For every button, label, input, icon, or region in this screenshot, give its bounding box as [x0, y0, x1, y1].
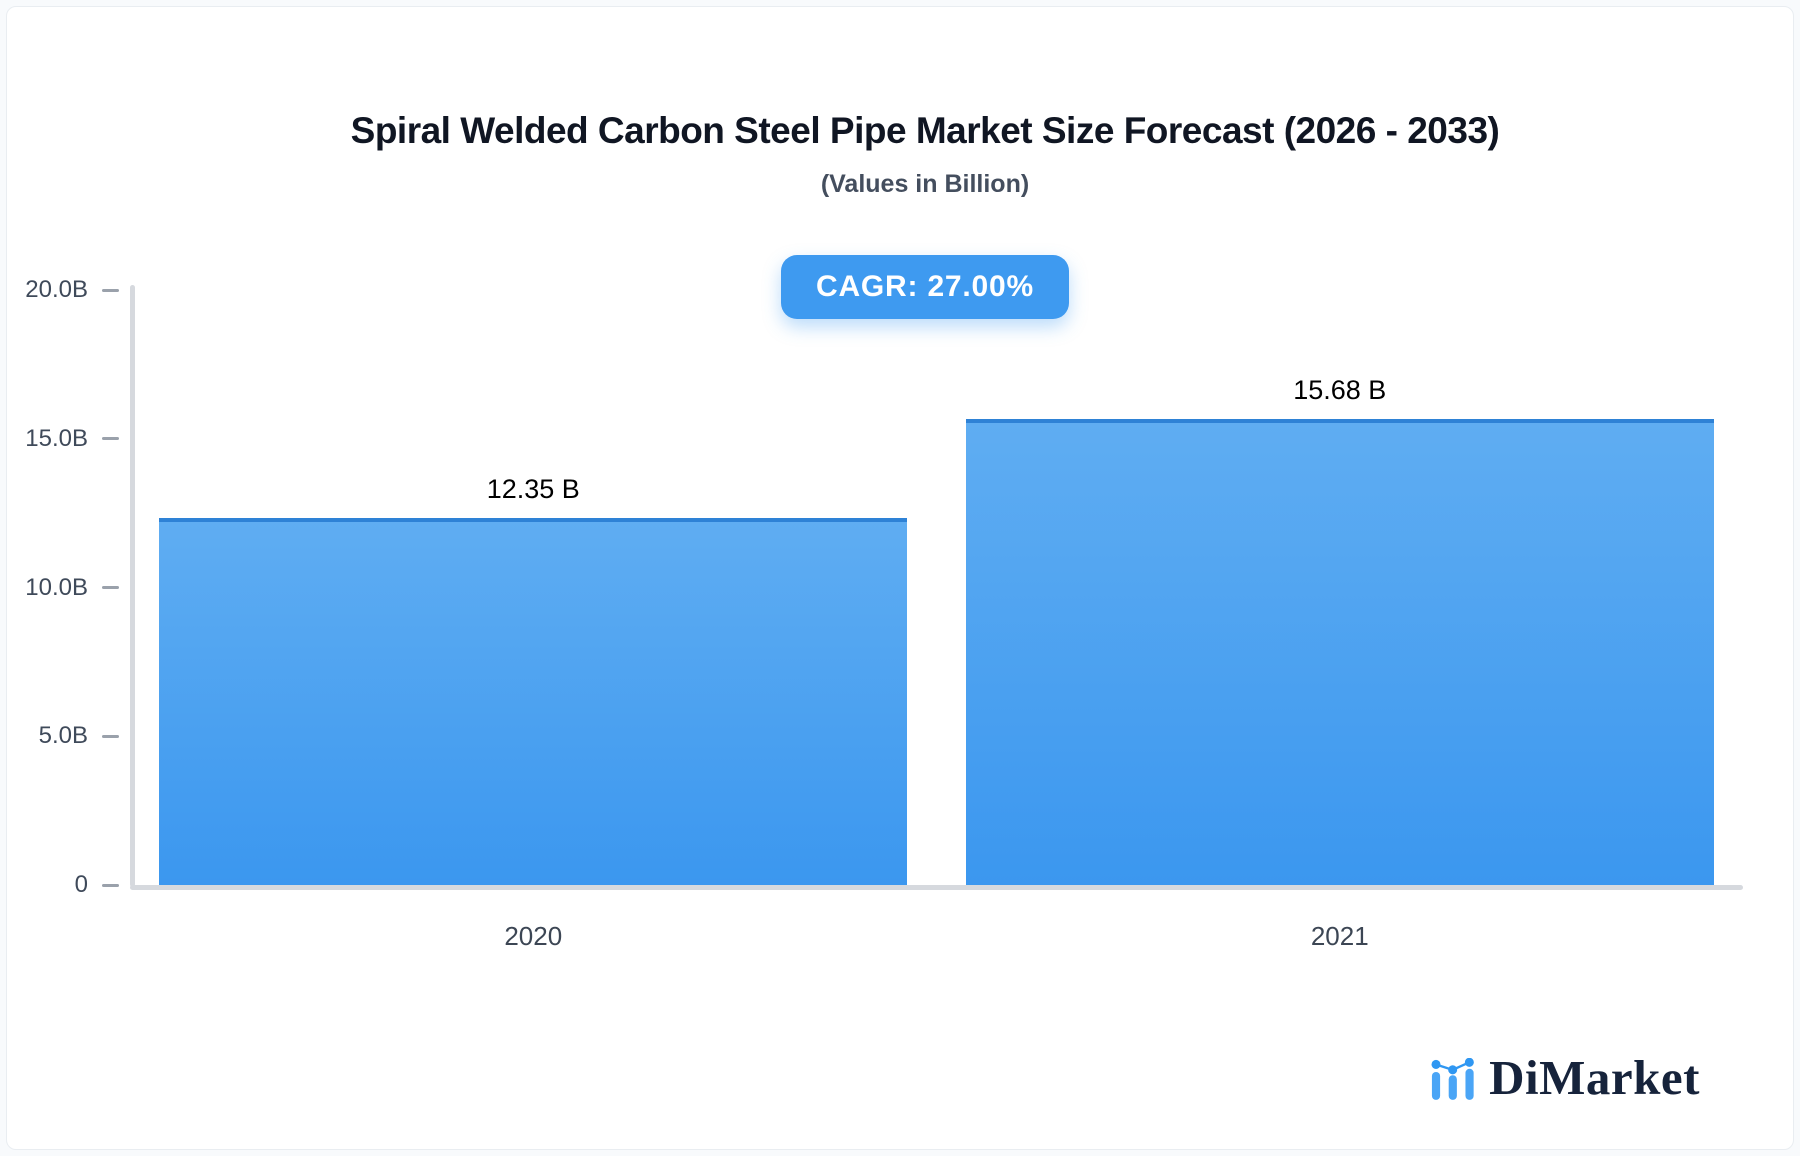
bar-value-label: 15.68 B [1293, 374, 1387, 405]
page-title: Spiral Welded Carbon Steel Pipe Market S… [350, 110, 1500, 151]
y-tick-label: 15.0B [25, 424, 88, 452]
x-axis-label: 2021 [1310, 921, 1369, 951]
y-tick-mark [102, 288, 119, 292]
y-tick-mark [102, 734, 119, 738]
y-axis-line [130, 285, 135, 887]
logo-bar-2 [1448, 1075, 1458, 1100]
bar[interactable] [965, 418, 1714, 885]
bar-chart-logo-icon [1431, 1058, 1475, 1100]
y-tick-label: 10.0B [25, 573, 88, 601]
logo-dot-3 [1464, 1058, 1475, 1067]
x-axis-label: 2020 [504, 921, 563, 951]
brand-name: DiMarket [1489, 1050, 1700, 1105]
y-tick-mark [102, 586, 119, 589]
y-tick-mark [102, 437, 119, 441]
y-tick-mark [102, 883, 119, 887]
brand-logo: DiMarket [1431, 1053, 1700, 1102]
logo-dot-2 [1448, 1065, 1458, 1075]
y-tick-label: 20.0B [25, 276, 88, 303]
bar[interactable] [159, 517, 908, 885]
logo-dot-1 [1431, 1059, 1441, 1069]
logo-bar-3 [1465, 1068, 1474, 1100]
bar-value-label: 12.35 B [486, 473, 580, 504]
x-axis-line [130, 885, 1743, 890]
cagr-badge-row: CAGR: 27.00% [50, 255, 1800, 319]
logo-bar-1 [1432, 1071, 1441, 1100]
y-tick-label: 5.0B [38, 722, 88, 750]
y-tick-label: 0 [74, 871, 88, 898]
chart-subtitle: (Values in Billion) [820, 170, 1030, 198]
cagr-badge: CAGR: 27.00% [780, 255, 1069, 319]
